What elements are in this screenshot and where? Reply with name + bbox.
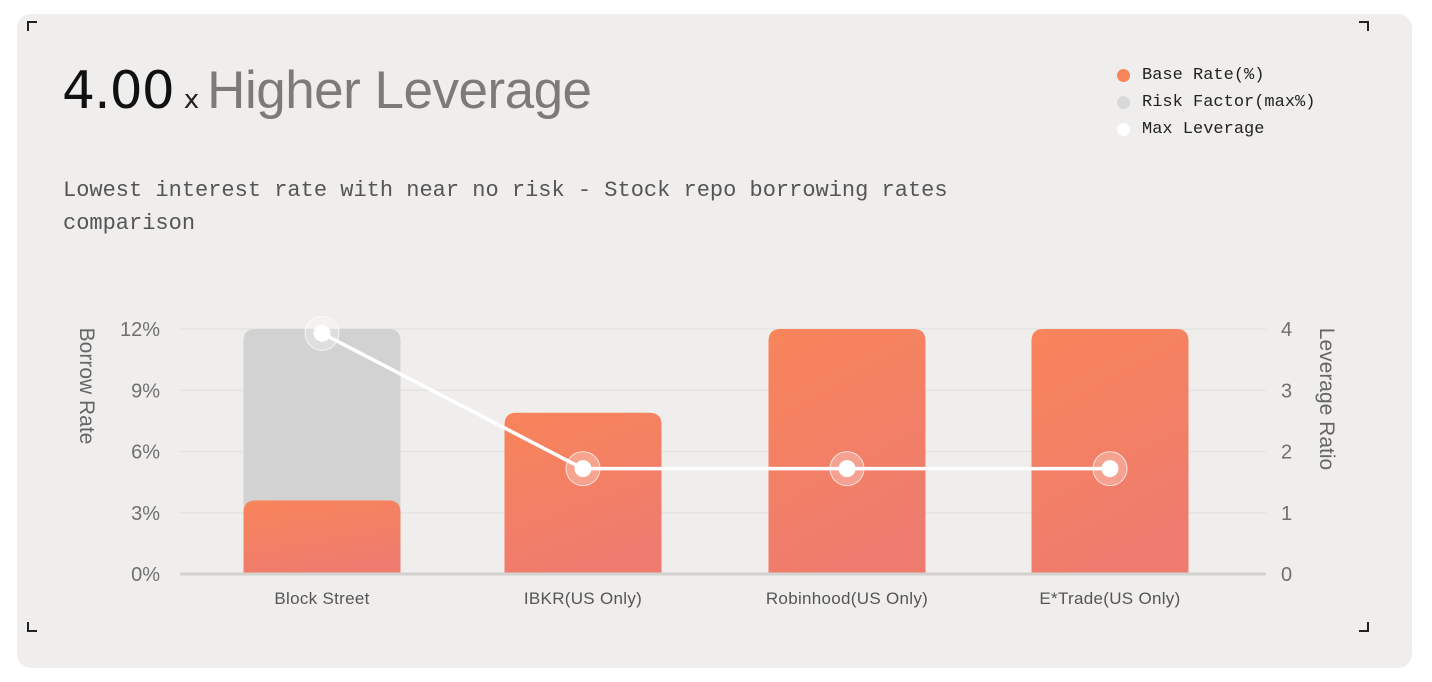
leverage-line xyxy=(321,331,1110,471)
y-tick-label: 3% xyxy=(131,503,160,525)
y2-tick-label: 2 xyxy=(1281,442,1292,464)
legend-label-max-leverage: Max Leverage xyxy=(1142,120,1265,139)
legend-dot-base-rate xyxy=(1117,69,1130,82)
legend-item-risk-factor: Risk Factor(max%) xyxy=(1117,89,1315,116)
y2-tick-label: 4 xyxy=(1281,319,1292,341)
y-tick-label: 9% xyxy=(131,380,160,402)
y-tick-label: 6% xyxy=(131,442,160,464)
legend-label-base-rate: Base Rate(%) xyxy=(1142,66,1265,85)
headline-text: Higher Leverage xyxy=(207,61,592,120)
category-label: Block Street xyxy=(274,589,369,608)
y2-tick-label: 3 xyxy=(1281,380,1292,402)
legend-dot-max-leverage xyxy=(1117,123,1130,136)
y2-tick-label: 1 xyxy=(1281,503,1292,525)
category-label: IBKR(US Only) xyxy=(524,589,642,608)
leverage-point xyxy=(838,460,856,478)
legend-item-max-leverage: Max Leverage xyxy=(1117,116,1315,143)
headline: 4.00 x Higher Leverage xyxy=(62,64,592,117)
leverage-multiplier: 4.00 xyxy=(62,61,175,121)
bar-base-rate xyxy=(504,412,662,574)
leverage-point xyxy=(1101,460,1119,478)
leverage-point xyxy=(313,324,331,342)
y-axis-title: Borrow Rate xyxy=(75,328,98,445)
legend-dot-risk-factor xyxy=(1117,96,1130,109)
y-tick-label: 12% xyxy=(120,319,160,341)
legend: Base Rate(%) Risk Factor(max%) Max Lever… xyxy=(1117,62,1315,143)
y2-tick-label: 0 xyxy=(1281,564,1292,586)
corner-mark-top-right xyxy=(1359,21,1369,31)
corner-mark-bottom-right xyxy=(1359,622,1369,632)
y2-axis-title: Leverage Ratio xyxy=(1315,328,1338,470)
subtitle: Lowest interest rate with near no risk -… xyxy=(63,178,948,236)
legend-label-risk-factor: Risk Factor(max%) xyxy=(1142,93,1316,112)
multiplier-symbol: x xyxy=(183,85,200,115)
category-label: Robinhood(US Only) xyxy=(766,589,928,608)
legend-item-base-rate: Base Rate(%) xyxy=(1117,62,1315,89)
leverage-point xyxy=(574,460,592,478)
bar-base-rate xyxy=(243,500,401,574)
category-label: E*Trade(US Only) xyxy=(1039,589,1180,608)
y-tick-label: 0% xyxy=(131,564,160,586)
corner-mark-top-left xyxy=(27,21,37,31)
corner-mark-bottom-left xyxy=(27,622,37,632)
